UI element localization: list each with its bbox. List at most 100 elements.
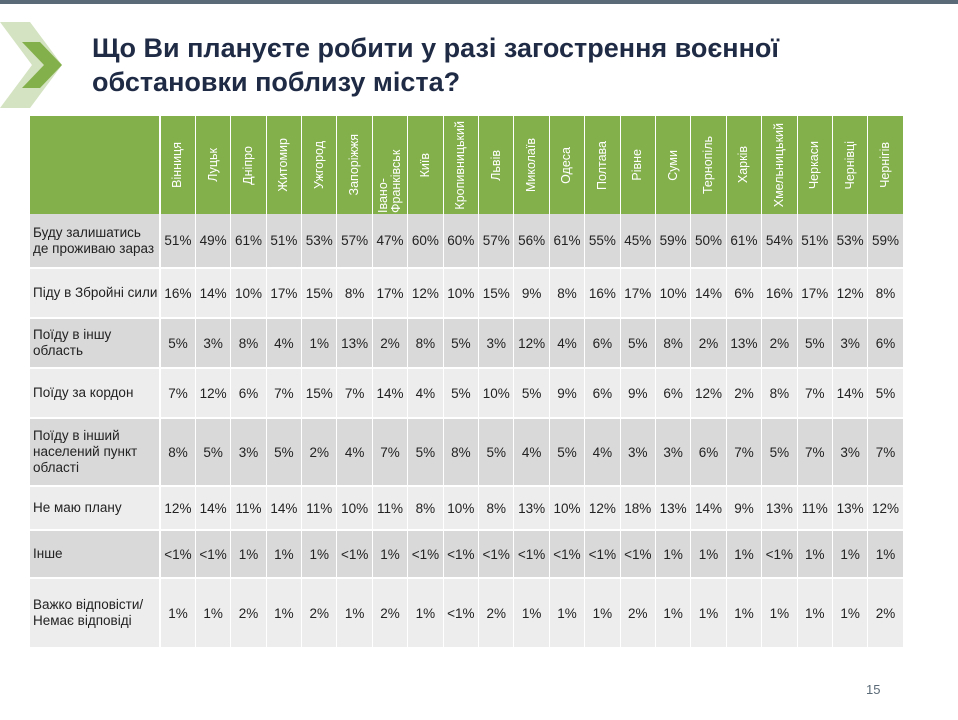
column-header-label: Вінниця (170, 142, 185, 188)
table-cell: 2% (301, 578, 338, 649)
table-cell: <1% (584, 530, 621, 579)
table-cell: 11% (372, 486, 409, 531)
table-cell: 8% (478, 486, 515, 531)
column-header-label: Івано-Франківськ (376, 149, 404, 213)
table-cell: 1% (797, 530, 833, 579)
column-header-label: Черкаси (807, 140, 822, 190)
table-cell: 6% (726, 268, 763, 319)
table-cell: 61% (726, 214, 763, 269)
table-cell: 1% (690, 578, 727, 649)
column-header: Львів (478, 116, 515, 214)
table-cell: 2% (867, 578, 904, 649)
table-cell: 1% (549, 578, 586, 649)
column-header-label: Чернігів (878, 142, 892, 188)
table-cell: 17% (266, 268, 303, 319)
table-cell: 13% (336, 318, 373, 369)
table-cell: 7% (372, 418, 409, 487)
table-cell: 7% (726, 418, 763, 487)
table-cell: 10% (478, 368, 515, 419)
table-cell: 14% (372, 368, 409, 419)
column-header: Кропивницький (443, 116, 480, 214)
table-cell: 13% (761, 486, 798, 531)
table-cell: 1% (761, 578, 798, 649)
table-cell: 4% (407, 368, 444, 419)
table-row: Важко відповісти/Немає відповіді 1% 1% 2% 1%… (30, 578, 904, 649)
table-cell: 47% (372, 214, 409, 269)
column-header-label: Рівне (630, 149, 645, 181)
table-cell: 3% (230, 418, 267, 487)
table-cell: 60% (443, 214, 480, 269)
table-cell: 4% (549, 318, 586, 369)
column-header: Чернівці (832, 116, 869, 214)
table-cell: 1% (655, 578, 692, 649)
table-cell: 6% (230, 368, 267, 419)
table-cell: 1% (832, 578, 869, 649)
table-cell: <1% (160, 530, 196, 579)
column-header: Луцьк (195, 116, 232, 214)
table-cell: 13% (832, 486, 869, 531)
table-row: Піду в Збройні сили 16% 14% 10% 17% 15% 8% 17% 1… (30, 268, 904, 319)
table-cell: 1% (407, 578, 444, 649)
column-header-label: Київ (417, 152, 432, 178)
table-cell: 5% (266, 418, 303, 487)
table-cell: 8% (160, 418, 196, 487)
table-cell: 18% (620, 486, 656, 531)
column-header: Одеса (549, 116, 586, 214)
table-cell: 6% (867, 318, 904, 369)
table-cell: 51% (797, 214, 833, 269)
table-cell: 10% (230, 268, 267, 319)
table-cell: 54% (761, 214, 798, 269)
column-header: Миколаїв (513, 116, 550, 214)
column-header: Полтава (584, 116, 621, 214)
table-cell: 3% (195, 318, 232, 369)
table-cell: 5% (407, 418, 444, 487)
table-cell: 1% (195, 578, 232, 649)
chevron-arrow-icon (0, 22, 62, 108)
table-cell: 11% (797, 486, 833, 531)
table-cell: <1% (761, 530, 798, 579)
row-label: Важко відповісти/Немає відповіді (30, 578, 161, 649)
table-cell: <1% (407, 530, 444, 579)
column-header-label: Миколаїв (524, 137, 539, 193)
table-cell: 60% (407, 214, 444, 269)
table-cell: 7% (266, 368, 303, 419)
table-cell: 1% (336, 578, 373, 649)
table-cell: 2% (230, 578, 267, 649)
table-cell: 1% (301, 318, 338, 369)
table-cell: 12% (690, 368, 727, 419)
table-cell: 8% (549, 268, 586, 319)
table-cell: <1% (443, 530, 480, 579)
table-cell: 2% (478, 578, 515, 649)
table-cell: 15% (301, 368, 338, 419)
table-cell: 13% (655, 486, 692, 531)
table-cell: 45% (620, 214, 656, 269)
table-cell: 5% (195, 418, 232, 487)
table-row: Не маю плану 12% 14% 11% 14% 11% 10% 11% 8% 10% 8%… (30, 486, 904, 531)
table-cell: 8% (655, 318, 692, 369)
column-header: Черкаси (797, 116, 833, 214)
table-cell: 61% (549, 214, 586, 269)
table-cell: 12% (160, 486, 196, 531)
table-cell: 8% (761, 368, 798, 419)
table-cell: 2% (372, 578, 409, 649)
column-header-label: Суми (665, 149, 680, 181)
table-cell: 3% (620, 418, 656, 487)
row-label: Буду залишатись де проживаю зараз (30, 214, 161, 269)
table-cell: 16% (761, 268, 798, 319)
corner-cell (30, 116, 161, 214)
table-cell: 6% (584, 368, 621, 419)
table-cell: 10% (549, 486, 586, 531)
table-cell: 14% (195, 268, 232, 319)
table-cell: 12% (584, 486, 621, 531)
table-cell: 1% (513, 578, 550, 649)
table-cell: 16% (160, 268, 196, 319)
table-cell: 51% (160, 214, 196, 269)
table-cell: 1% (160, 578, 196, 649)
table-cell: 2% (726, 368, 763, 419)
table-cell: 15% (301, 268, 338, 319)
table-cell: <1% (195, 530, 232, 579)
table-cell: 7% (797, 368, 833, 419)
table-cell: 8% (407, 486, 444, 531)
table-row: Інше <1% <1% 1% 1% 1% <1% 1% <1% <1% <1% <1% <1% <1% <… (30, 530, 904, 579)
table-cell: 1% (797, 578, 833, 649)
